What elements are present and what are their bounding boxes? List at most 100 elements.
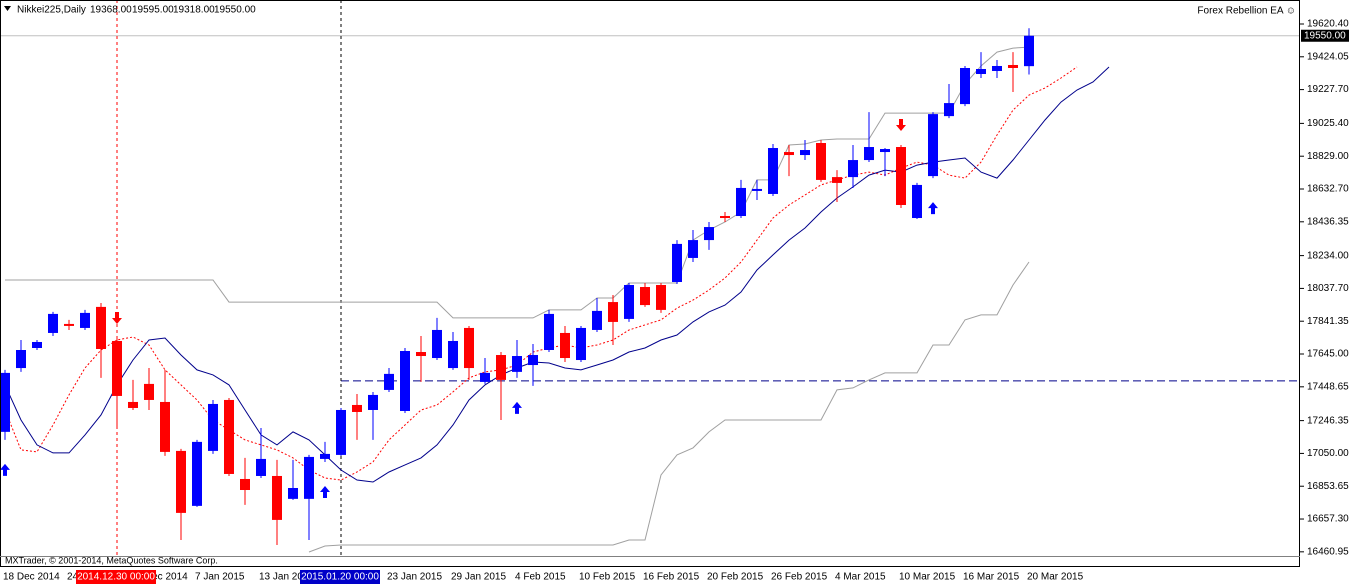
candle-body bbox=[800, 150, 810, 156]
ohlc-high: 19595.00 bbox=[132, 5, 174, 16]
y-tick-label: 17246.35 bbox=[1307, 415, 1349, 426]
candle-body bbox=[864, 147, 874, 161]
x-tick-label: 7 Jan 2015 bbox=[195, 572, 245, 583]
candle-body bbox=[560, 332, 570, 359]
candle-body bbox=[688, 240, 698, 258]
candle-body bbox=[112, 340, 122, 396]
candle-body bbox=[832, 177, 842, 183]
candle-body bbox=[400, 351, 410, 411]
plot-area bbox=[0, 0, 1300, 556]
y-tick-label: 19620.40 bbox=[1307, 19, 1349, 30]
candle-body bbox=[624, 285, 634, 319]
x-tick-label: 4 Mar 2015 bbox=[835, 572, 886, 583]
x-tick-label: 10 Mar 2015 bbox=[899, 572, 956, 583]
y-tick-label: 16657.30 bbox=[1307, 514, 1349, 525]
y-tick-label: 18632.70 bbox=[1307, 184, 1349, 195]
candle-body bbox=[240, 478, 250, 491]
signal-arrow bbox=[896, 119, 906, 132]
candle-body bbox=[512, 356, 522, 372]
candle-body bbox=[288, 488, 298, 499]
candle-body bbox=[176, 450, 186, 513]
candle-body bbox=[544, 313, 554, 351]
x-tick-label: 13 Jan 2015 bbox=[259, 572, 314, 583]
candle-body bbox=[96, 306, 106, 350]
ea-name: Forex Rebellion EA ☺ bbox=[1197, 6, 1296, 17]
candle-body bbox=[768, 148, 778, 194]
candle-body bbox=[256, 458, 266, 476]
candle-body bbox=[128, 401, 138, 408]
signal-arrow bbox=[512, 401, 522, 414]
candle-body bbox=[1024, 35, 1034, 67]
indicator-line bbox=[308, 261, 1030, 553]
x-tick-label: 26 Feb 2015 bbox=[771, 572, 828, 583]
candle-body bbox=[80, 312, 90, 328]
marker-date-box bbox=[300, 570, 380, 584]
candle-body bbox=[1008, 64, 1018, 68]
candle-body bbox=[992, 65, 1002, 72]
candle-body bbox=[64, 323, 74, 326]
x-tick-label: 16 Mar 2015 bbox=[963, 572, 1020, 583]
y-tick-label: 16460.95 bbox=[1307, 546, 1349, 557]
y-tick-label: 19424.05 bbox=[1307, 51, 1349, 62]
candle-body bbox=[880, 149, 890, 153]
candle-body bbox=[160, 401, 170, 452]
symbol: Nikkei225,Daily bbox=[17, 5, 86, 16]
candle-body bbox=[704, 227, 714, 241]
y-tick-label: 19025.40 bbox=[1307, 118, 1349, 129]
candle-body bbox=[784, 152, 794, 156]
ohlc-open: 19368.00 bbox=[90, 5, 132, 16]
y-tick-label: 17645.00 bbox=[1307, 349, 1349, 360]
x-tick-label: 4 Feb 2015 bbox=[515, 572, 566, 583]
signal-arrow bbox=[928, 202, 938, 215]
candle-body bbox=[464, 327, 474, 369]
candle-body bbox=[144, 383, 154, 400]
candle-body bbox=[848, 160, 858, 178]
y-tick-label: 19227.70 bbox=[1307, 84, 1349, 95]
candle-body bbox=[496, 355, 506, 380]
candle-body bbox=[448, 340, 458, 369]
copyright: MXTrader, © 2001-2014, MetaQuotes Softwa… bbox=[5, 555, 218, 565]
signal-arrow bbox=[112, 311, 122, 324]
indicator-line bbox=[5, 46, 1030, 319]
candle-body bbox=[320, 453, 330, 459]
candle-body bbox=[592, 310, 602, 330]
candle-body bbox=[976, 68, 986, 75]
indicator-line bbox=[4, 66, 1110, 483]
candle-body bbox=[272, 475, 282, 520]
menu-triangle[interactable] bbox=[4, 6, 11, 11]
candle-body bbox=[416, 352, 426, 357]
candle-body bbox=[304, 456, 314, 499]
y-tick-label: 17448.65 bbox=[1307, 381, 1349, 392]
signal-arrow bbox=[320, 485, 330, 498]
x-tick-label: 10 Feb 2015 bbox=[579, 572, 636, 583]
candle-body bbox=[960, 67, 970, 105]
signal-arrow bbox=[0, 463, 10, 476]
x-tick-label: 23 Jan 2015 bbox=[387, 572, 442, 583]
marker-date-box bbox=[76, 570, 156, 584]
y-tick-label: 18234.00 bbox=[1307, 250, 1349, 261]
indicator-line bbox=[4, 66, 1078, 481]
candle-body bbox=[48, 313, 58, 333]
candle-body bbox=[672, 243, 682, 283]
ohlc-close: 19550.00 bbox=[214, 5, 256, 16]
candle-body bbox=[576, 327, 586, 361]
x-tick-label: 18 Dec 2014 bbox=[3, 572, 60, 583]
y-tick-label: 16853.65 bbox=[1307, 481, 1349, 492]
candle-body bbox=[816, 143, 826, 180]
candle-body bbox=[896, 147, 906, 205]
candle-body bbox=[384, 373, 394, 390]
y-tick-label: 17841.35 bbox=[1307, 316, 1349, 327]
candle-body bbox=[608, 302, 618, 322]
x-tick-label: 20 Mar 2015 bbox=[1027, 572, 1084, 583]
candle-body bbox=[432, 329, 442, 359]
candle-body bbox=[224, 399, 234, 474]
marker-date-label: 2015.01.20 00:00 bbox=[301, 572, 379, 583]
candle-body bbox=[656, 285, 666, 310]
x-tick-label: 20 Feb 2015 bbox=[707, 572, 764, 583]
candle-body bbox=[752, 188, 762, 191]
candle-body bbox=[736, 187, 746, 217]
candle-body bbox=[720, 216, 730, 219]
